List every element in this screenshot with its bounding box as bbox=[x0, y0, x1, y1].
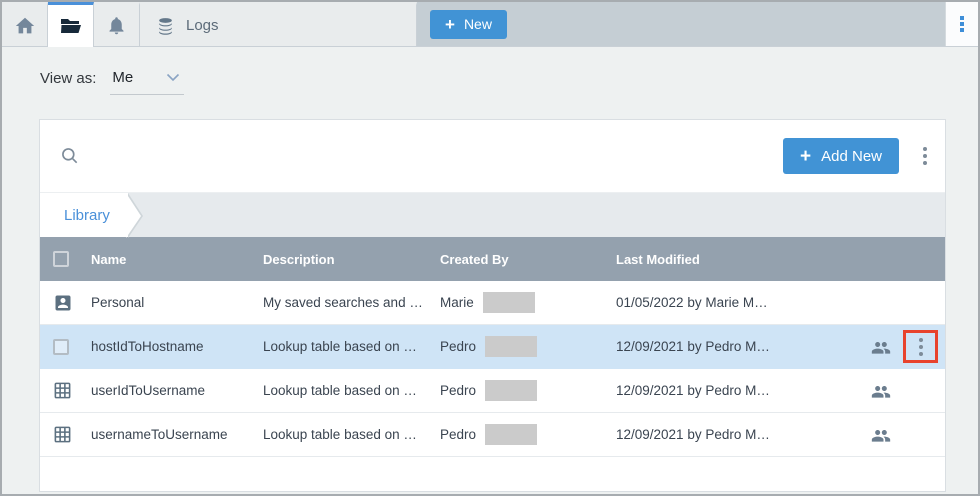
table-grid-icon bbox=[53, 381, 72, 400]
redaction-box bbox=[485, 424, 538, 445]
new-button[interactable]: + New bbox=[430, 9, 507, 39]
person-card-icon bbox=[53, 293, 73, 313]
table-row[interactable]: userIdToUsername Lookup table based on …… bbox=[40, 369, 945, 413]
row-created-by: Pedro bbox=[440, 339, 477, 354]
topbar-strip: + New bbox=[417, 2, 945, 46]
top-tab-bar: Logs + New bbox=[2, 2, 978, 47]
tab-folders[interactable] bbox=[48, 2, 94, 47]
header-name[interactable]: Name bbox=[91, 251, 127, 267]
database-icon bbox=[156, 16, 175, 36]
table-grid-icon bbox=[53, 425, 72, 444]
group-icon[interactable] bbox=[871, 339, 891, 355]
row-name[interactable]: Personal bbox=[91, 295, 145, 310]
view-as-label: View as: bbox=[40, 70, 97, 87]
topbar-right-area bbox=[945, 2, 978, 46]
row-last-modified: 12/09/2021 by Pedro M… bbox=[616, 339, 770, 354]
plus-icon: + bbox=[800, 145, 812, 167]
header-created-by[interactable]: Created By bbox=[440, 251, 509, 267]
bell-icon bbox=[106, 15, 127, 36]
header-last-modified[interactable]: Last Modified bbox=[616, 251, 700, 267]
row-menu-kebab-icon[interactable] bbox=[918, 337, 923, 356]
view-as-select[interactable]: Me bbox=[110, 69, 185, 95]
redaction-box bbox=[482, 292, 535, 313]
group-icon[interactable] bbox=[871, 427, 891, 443]
redaction-box bbox=[485, 336, 538, 357]
table-row[interactable]: Personal My saved searches and … Marie 0… bbox=[40, 281, 945, 325]
row-created-by: Pedro bbox=[440, 427, 477, 442]
table-row[interactable]: hostIdToHostname Lookup table based on …… bbox=[40, 325, 945, 369]
group-icon[interactable] bbox=[871, 383, 891, 399]
search-toolbar: + Add New bbox=[40, 120, 945, 192]
row-last-modified: 12/09/2021 by Pedro M… bbox=[616, 427, 770, 442]
row-description: Lookup table based on … bbox=[263, 427, 417, 442]
row-created-by: Pedro bbox=[440, 383, 477, 398]
row-name[interactable]: userIdToUsername bbox=[91, 383, 206, 398]
row-name[interactable]: usernameToUsername bbox=[91, 427, 228, 442]
breadcrumb-bar: Library bbox=[40, 192, 945, 238]
row-checkbox[interactable] bbox=[53, 338, 69, 355]
view-as-control: View as: Me bbox=[2, 47, 978, 95]
row-last-modified: 01/05/2022 by Marie M… bbox=[616, 295, 768, 310]
tab-notifications[interactable] bbox=[94, 2, 140, 46]
plus-icon: + bbox=[445, 14, 455, 34]
search-icon[interactable] bbox=[60, 146, 80, 166]
row-description: My saved searches and … bbox=[263, 295, 423, 310]
tab-home[interactable] bbox=[2, 2, 48, 46]
header-description[interactable]: Description bbox=[263, 251, 335, 267]
breadcrumb-library[interactable]: Library bbox=[40, 193, 143, 238]
chevron-down-icon bbox=[166, 73, 180, 82]
library-panel: + Add New Library Name Description Creat… bbox=[39, 119, 946, 492]
new-button-label: New bbox=[463, 16, 492, 32]
table-header: Name Description Created By Last Modifie… bbox=[40, 237, 945, 281]
topbar-kebab-icon[interactable] bbox=[960, 16, 964, 32]
breadcrumb-label: Library bbox=[64, 206, 110, 224]
tab-logs[interactable]: Logs bbox=[140, 2, 417, 46]
add-new-button-label: Add New bbox=[821, 147, 882, 165]
row-last-modified: 12/09/2021 by Pedro M… bbox=[616, 383, 770, 398]
row-created-by: Marie bbox=[440, 295, 474, 310]
toolbar-kebab-icon[interactable] bbox=[923, 147, 927, 165]
logs-tab-label: Logs bbox=[186, 17, 219, 34]
view-as-value: Me bbox=[112, 69, 134, 86]
add-new-button[interactable]: + Add New bbox=[783, 138, 899, 174]
table-row[interactable]: usernameToUsername Lookup table based on… bbox=[40, 413, 945, 457]
row-description: Lookup table based on … bbox=[263, 383, 417, 398]
home-icon bbox=[14, 15, 36, 37]
select-all-checkbox[interactable] bbox=[53, 251, 69, 267]
row-description: Lookup table based on … bbox=[263, 339, 417, 354]
redaction-box bbox=[485, 380, 538, 401]
folder-open-icon bbox=[59, 14, 83, 38]
row-name[interactable]: hostIdToHostname bbox=[91, 339, 204, 354]
annotation-red-box bbox=[903, 330, 938, 363]
